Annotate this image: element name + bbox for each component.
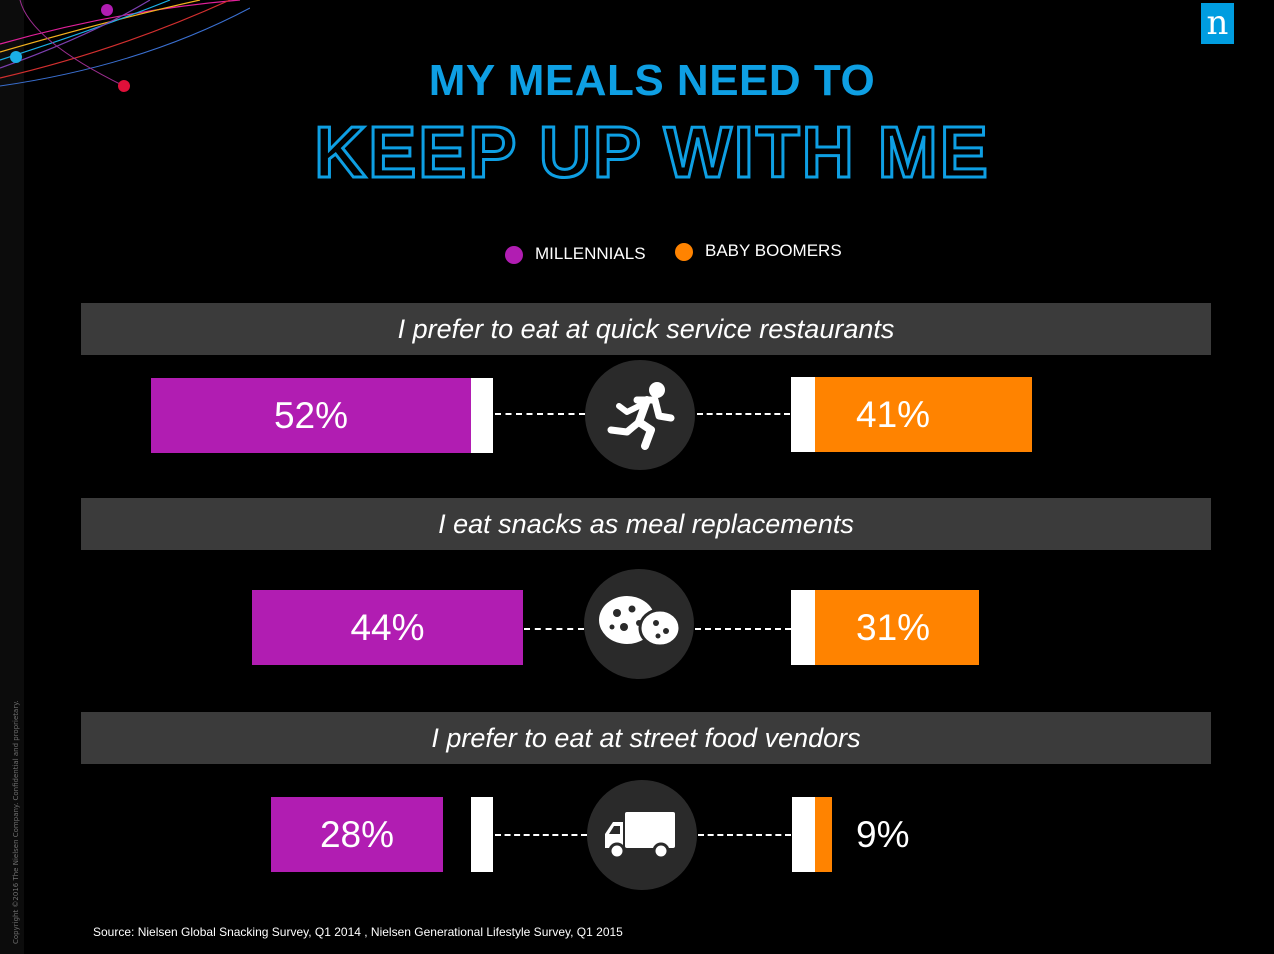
value-label-baby-boomers-street-food: 9% (856, 814, 910, 855)
value-label-millennials-snacks: 44% (350, 607, 425, 648)
category-banner-quick-service: I prefer to eat at quick service restaur… (81, 303, 1211, 355)
value-label-baby-boomers-snacks: 31% (856, 607, 931, 648)
cookies-icon (584, 569, 694, 679)
left-margin-strip (0, 0, 24, 954)
connector-left (495, 834, 587, 836)
bar-cap-millennials-street-food (471, 797, 493, 872)
value-label-millennials-quick-service: 52% (273, 395, 349, 436)
bar-millennials-street-food (271, 797, 443, 872)
connector-left (524, 628, 584, 630)
title-line-2: KEEP UP WITH ME (313, 112, 990, 195)
value-label-baby-boomers-quick-service: 41% (856, 394, 931, 435)
bar-cap-baby-boomers-street-food (792, 797, 816, 872)
bar-cap-baby-boomers-snacks (791, 590, 815, 665)
decorative-orbit-lines (0, 0, 250, 92)
bar-baby-boomers-quick-service (815, 377, 1032, 452)
bar-millennials-snacks (252, 590, 523, 665)
legend-item-baby-boomers: BABY BOOMERS (675, 241, 842, 261)
nielsen-logo: n (1201, 3, 1234, 44)
connector-right (697, 413, 790, 415)
legend-dot-baby-boomers (675, 242, 693, 261)
bar-baby-boomers-street-food (815, 797, 832, 872)
category-banner-snacks: I eat snacks as meal replacements (81, 498, 1211, 550)
legend-dot-millennials (505, 245, 523, 264)
legend-label-baby-boomers: BABY BOOMERS (705, 241, 842, 260)
running-person-icon (585, 360, 695, 470)
delivery-truck-icon (587, 780, 697, 890)
bar-baby-boomers-snacks (815, 590, 979, 665)
title-line-1: MY MEALS NEED TO (428, 56, 876, 105)
connector-right (698, 834, 791, 836)
bar-cap-baby-boomers-quick-service (791, 377, 815, 452)
legend-label-millennials: MILLENNIALS (535, 244, 646, 263)
bar-millennials-quick-service (151, 378, 471, 453)
bar-cap-millennials-quick-service (471, 378, 493, 453)
value-label-millennials-street-food: 28% (319, 814, 395, 855)
source-note: Source: Nielsen Global Snacking Survey, … (93, 925, 623, 939)
category-banner-street-food: I prefer to eat at street food vendors (81, 712, 1211, 764)
connector-right (695, 628, 791, 630)
legend-item-millennials: MILLENNIALS (505, 244, 646, 264)
copyright-text: Copyright ©2016 The Nielsen Company. Con… (12, 700, 20, 944)
connector-left (495, 413, 585, 415)
